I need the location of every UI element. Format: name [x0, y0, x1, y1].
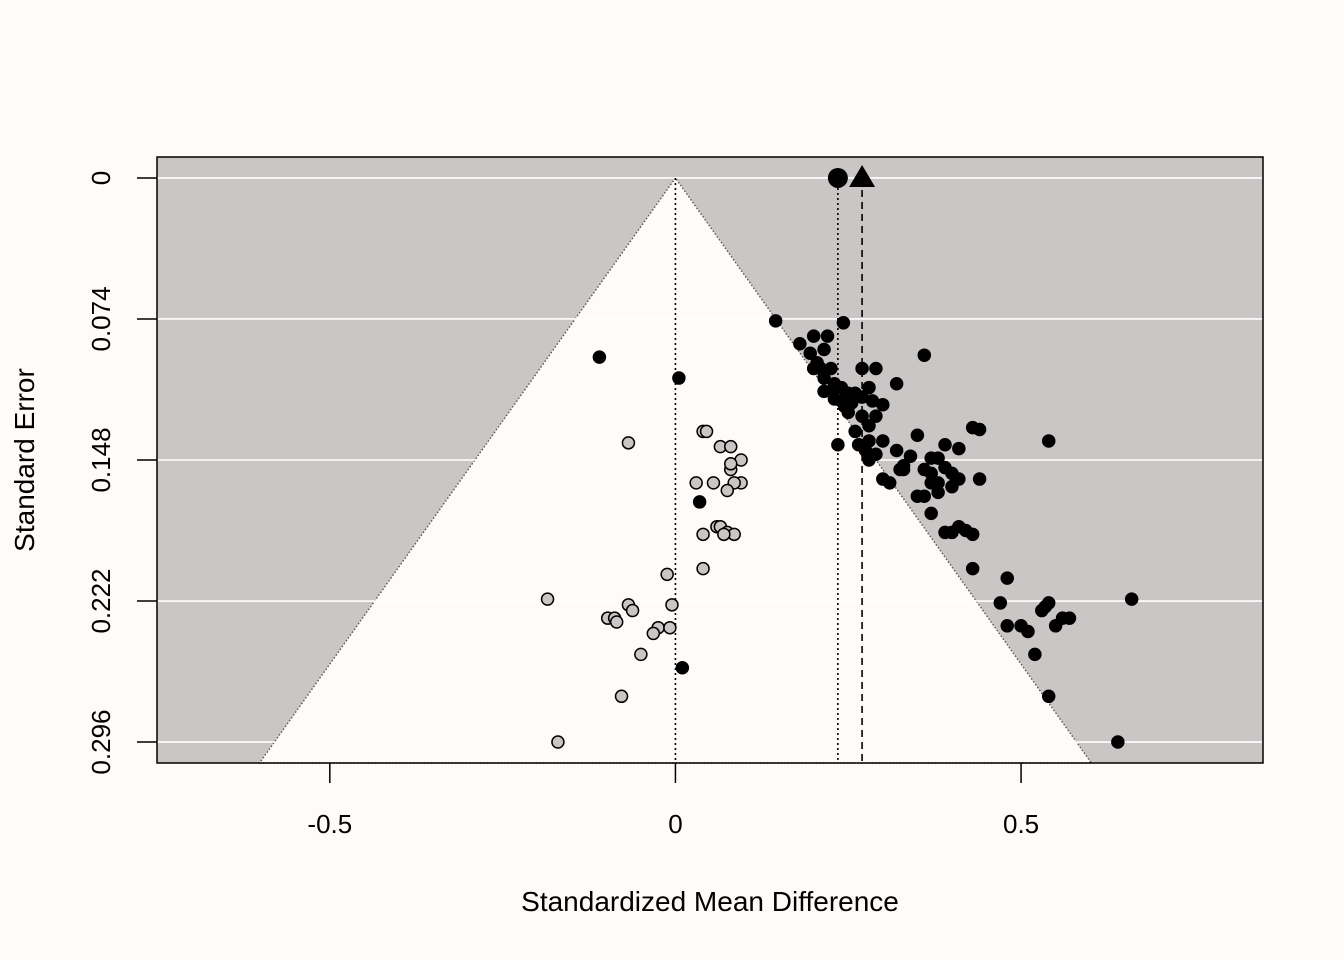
observed-study-point — [592, 350, 607, 364]
observed-study-point — [675, 660, 690, 675]
observed-study-point — [896, 462, 911, 477]
observed-study-point — [692, 495, 707, 509]
observed-study-point — [952, 441, 966, 456]
imputed-study-point — [689, 476, 703, 490]
observed-study-point — [903, 449, 918, 463]
x-tick-label: -0.5 — [307, 809, 352, 839]
observed-study-point — [889, 443, 904, 458]
observed-study-point — [862, 453, 876, 467]
y-axis: 0 0.074 0.148 0.222 0.296 — [86, 171, 157, 775]
observed-study-point — [1021, 624, 1035, 639]
observed-study-point — [672, 371, 686, 385]
imputed-study-point — [625, 603, 640, 618]
imputed-study-point — [699, 424, 714, 439]
observed-study-point — [806, 361, 821, 376]
observed-study-point — [917, 348, 932, 362]
y-tick-label: 0.074 — [86, 286, 116, 351]
gridlines — [157, 177, 1263, 743]
observed-study-point — [869, 361, 883, 376]
observed-study-point — [817, 342, 831, 357]
observed-study-point — [993, 596, 1008, 610]
data-points — [540, 314, 1139, 749]
observed-study-point — [862, 418, 876, 433]
observed-study-point — [806, 329, 821, 343]
imputed-study-point — [614, 689, 629, 704]
observed-study-point — [876, 434, 890, 448]
observed-study-point — [820, 329, 835, 343]
observed-study-point — [965, 527, 980, 542]
imputed-study-point — [609, 615, 624, 629]
imputed-study-point — [663, 620, 677, 635]
imputed-study-point — [665, 598, 679, 612]
observed-study-point — [889, 377, 904, 391]
imputed-study-point — [660, 567, 674, 582]
observed-study-point — [869, 409, 883, 423]
observed-study-point — [824, 361, 838, 376]
imputed-study-point — [706, 476, 721, 490]
observed-study-point — [945, 479, 959, 494]
observed-study-point — [924, 506, 938, 521]
imputed-study-point — [696, 561, 710, 576]
imputed-study-point — [621, 436, 636, 450]
y-tick-label: 0 — [86, 171, 116, 185]
observed-study-point — [931, 451, 945, 465]
observed-study-point — [876, 397, 890, 412]
y-tick-label: 0.296 — [86, 709, 116, 774]
observed-study-point — [972, 422, 987, 437]
observed-study-point — [1000, 619, 1014, 633]
observed-study-point — [803, 346, 817, 361]
observed-study-point — [1041, 434, 1056, 448]
imputed-study-point — [723, 439, 738, 454]
observed-study-point — [1000, 571, 1014, 585]
y-tick-label: 0.148 — [86, 427, 116, 492]
observed-study-point — [965, 561, 980, 576]
observed-study-point — [841, 405, 855, 420]
observed-study-point — [768, 314, 783, 328]
observed-study-point — [938, 438, 952, 452]
observed-study-point — [1062, 611, 1077, 625]
pooled-estimate-circle — [827, 167, 848, 188]
observed-study-point — [1028, 647, 1042, 662]
imputed-study-point — [540, 592, 555, 606]
observed-study-point — [862, 380, 876, 395]
observed-study-point — [972, 472, 987, 486]
observed-study-point — [1041, 689, 1056, 704]
imputed-study-point — [723, 457, 738, 471]
funnel-region — [258, 176, 1093, 764]
observed-study-point — [910, 428, 925, 442]
imputed-study-point — [551, 735, 565, 749]
observed-study-point — [831, 438, 845, 452]
observed-study-point — [1111, 735, 1125, 749]
imputed-study-point — [717, 527, 731, 542]
observed-study-point — [1041, 596, 1056, 610]
imputed-study-point — [646, 626, 661, 641]
x-tick-label: 0 — [668, 809, 682, 839]
x-axis-title: Standardized Mean Difference — [521, 886, 899, 917]
summary-markers — [827, 164, 876, 188]
imputed-study-point — [634, 647, 648, 662]
y-tick-label: 0.222 — [86, 568, 116, 633]
imputed-study-point — [696, 527, 710, 542]
observed-study-point — [836, 316, 851, 330]
x-axis: -0.5 0 0.5 — [307, 763, 1039, 839]
imputed-study-point — [720, 483, 735, 498]
observed-study-point — [848, 424, 862, 439]
observed-study-point — [931, 485, 945, 500]
observed-study-point — [817, 371, 831, 385]
y-axis-title: Standard Error — [9, 368, 40, 552]
observed-study-point — [855, 409, 869, 423]
adjusted-estimate-triangle — [849, 164, 876, 187]
observed-study-point — [882, 476, 897, 490]
observed-study-point — [855, 361, 869, 376]
x-tick-label: 0.5 — [1003, 809, 1039, 839]
reference-lines — [674, 177, 863, 763]
observed-study-point — [1124, 592, 1139, 606]
observed-study-point — [917, 489, 932, 503]
observed-study-point — [793, 337, 807, 351]
